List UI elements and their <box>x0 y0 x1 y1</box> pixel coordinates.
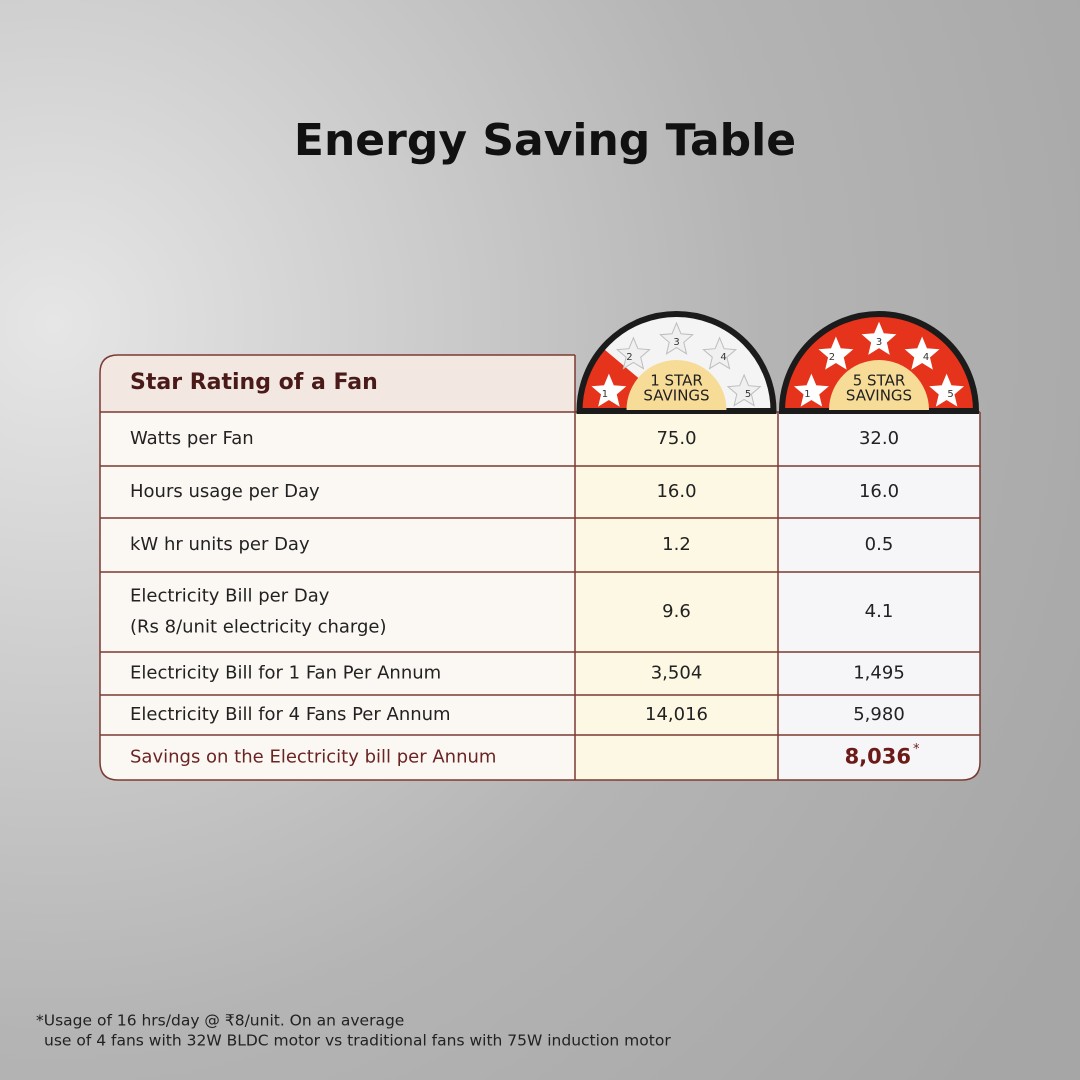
cell-1star: 3,504 <box>651 663 703 684</box>
star-icon <box>702 336 738 370</box>
cell-5star: 5,980 <box>853 704 905 725</box>
badge-label: 5 STAR <box>853 372 906 390</box>
cell-1star: 1.2 <box>662 534 691 555</box>
star-number: 3 <box>876 337 882 348</box>
col-1star-bg <box>575 412 778 780</box>
star-number: 5 <box>947 389 953 400</box>
row-label: (Rs 8/unit electricity charge) <box>130 617 387 638</box>
badge-outline <box>576 311 777 414</box>
badge-label: SAVINGS <box>643 387 709 405</box>
col-label-bg <box>100 355 575 780</box>
star-icon <box>615 336 651 370</box>
star-number: 5 <box>745 389 751 400</box>
savings-value: 8,036 <box>845 745 911 769</box>
star-number: 4 <box>720 352 726 363</box>
star-icon <box>929 373 965 407</box>
badge-label: 1 STAR <box>650 372 703 390</box>
table-outline <box>99 354 981 781</box>
page-title: Energy Saving Table <box>294 115 796 166</box>
header-bg <box>100 355 575 412</box>
star-icon <box>591 373 627 407</box>
star-icon <box>861 321 897 355</box>
row-label: Watts per Fan <box>130 428 254 449</box>
badge-label: SAVINGS <box>846 387 912 405</box>
star-number: 1 <box>602 389 608 400</box>
row-label: Electricity Bill for 4 Fans Per Annum <box>130 704 451 725</box>
star-icon <box>793 373 829 407</box>
star-number: 1 <box>804 389 810 400</box>
footnote-line: *Usage of 16 hrs/day @ ₹8/unit. On an av… <box>36 1012 404 1030</box>
cell-1star: 16.0 <box>656 481 696 502</box>
badge-center <box>626 360 727 410</box>
table-body <box>100 355 980 780</box>
cell-1star: 14,016 <box>645 704 708 725</box>
col-5star-bg <box>778 412 980 780</box>
cell-5star: 16.0 <box>859 481 899 502</box>
table: Star Rating of a Fan Watts per Fan 75.0 32.… <box>99 354 981 781</box>
cell-1star: 9.6 <box>662 601 691 622</box>
row-label: Hours usage per Day <box>130 481 320 502</box>
footnote-line: use of 4 fans with 32W BLDC motor vs tra… <box>44 1032 671 1050</box>
star-icon <box>904 336 940 370</box>
badge-center <box>829 360 929 410</box>
cell-5star: 1,495 <box>853 663 905 684</box>
star-icon <box>659 321 694 355</box>
star-number: 4 <box>923 352 929 363</box>
cell-5star: 32.0 <box>859 428 899 449</box>
cell-1star: 75.0 <box>656 428 696 449</box>
badge-outline <box>778 311 980 414</box>
star-icon <box>726 373 762 407</box>
cell-5star: 0.5 <box>865 534 894 555</box>
star-number: 2 <box>626 352 632 363</box>
cell-5star: 4.1 <box>865 601 894 622</box>
star-number: 3 <box>673 337 679 348</box>
savings-label: Savings on the Electricity bill per Annu… <box>130 747 496 768</box>
star-icon <box>818 336 854 370</box>
header-label: Star Rating of a Fan <box>130 370 378 395</box>
star-number: 2 <box>829 352 835 363</box>
row-label: Electricity Bill per Day <box>130 586 330 607</box>
row-label: Electricity Bill for 1 Fan Per Annum <box>130 663 441 684</box>
savings-mark: * <box>913 742 920 757</box>
row-label: kW hr units per Day <box>130 534 310 555</box>
